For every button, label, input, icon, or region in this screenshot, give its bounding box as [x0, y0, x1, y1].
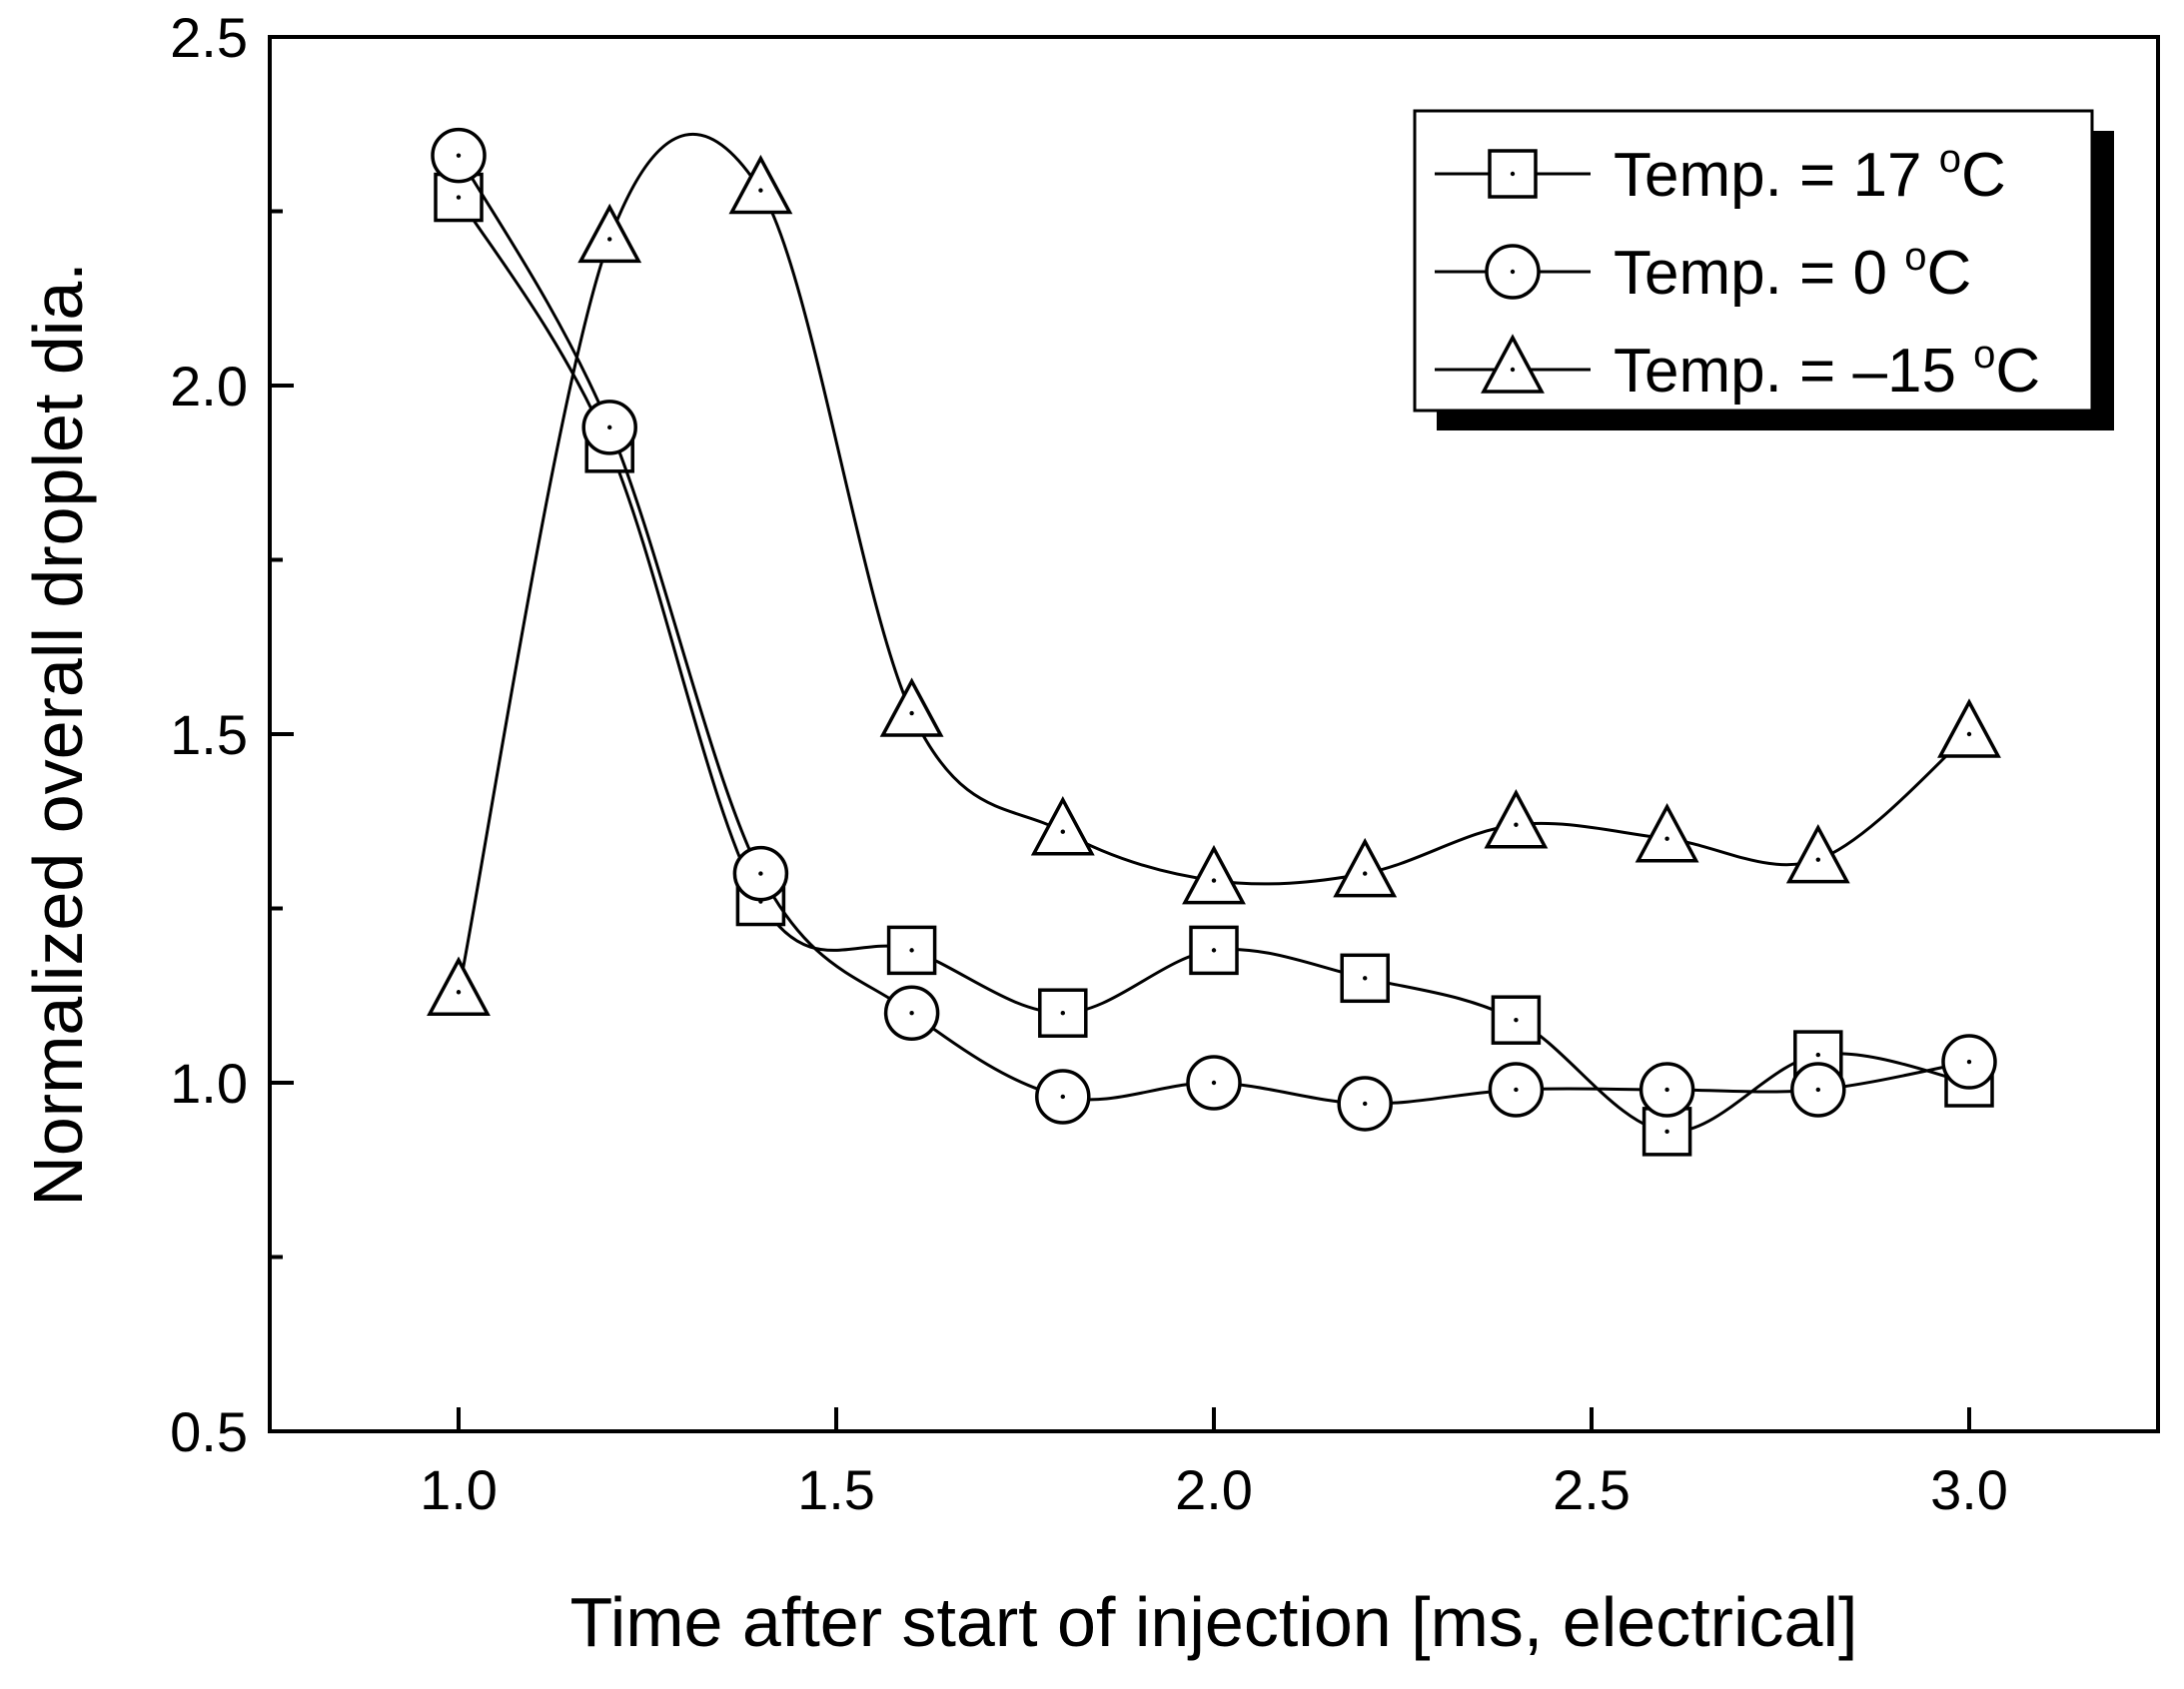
data-point-square-center-dot: [456, 195, 462, 200]
x-tick-label: 2.0: [1175, 1458, 1253, 1521]
y-axis-title: Normalized overall droplet dia.: [19, 262, 97, 1206]
y-tick-label: 1.0: [170, 1052, 248, 1115]
legend-marker-circle-center-dot: [1510, 269, 1516, 275]
data-point-triangle-center-dot: [1060, 829, 1066, 834]
legend-marker-triangle: [1481, 334, 1545, 394]
legend-entry-square: Temp. = 17 oC: [1435, 137, 2006, 210]
x-tick-label: 3.0: [1930, 1458, 2008, 1521]
degree-symbol: o: [1939, 137, 1961, 181]
legend-marker-triangle-center-dot: [1510, 367, 1516, 373]
data-point-triangle-center-dot: [1363, 871, 1368, 876]
data-point-triangle: [879, 677, 944, 737]
x-axis-title: Time after start of injection [ms, elect…: [570, 1583, 1858, 1661]
data-point-square-center-dot: [909, 948, 914, 953]
series-circle: [431, 127, 1997, 1132]
data-point-triangle-center-dot: [456, 990, 462, 995]
legend-entry-circle: Temp. = 0 oC: [1435, 235, 1971, 308]
legend-unit: C: [1926, 239, 1971, 308]
legend-entry-triangle: Temp. = –15 oC: [1435, 333, 2040, 406]
data-point-circle-center-dot: [758, 871, 763, 876]
legend-label-text: Temp. = 17: [1614, 141, 1939, 210]
data-point-circle-center-dot: [456, 153, 462, 158]
data-point-square-center-dot: [1211, 948, 1217, 953]
data-point-triangle: [1030, 796, 1095, 856]
degree-symbol: o: [1973, 333, 1995, 377]
legend-label-text: Temp. = –15: [1614, 337, 1973, 406]
legend-marker-square-center-dot: [1510, 171, 1516, 177]
series-layer: [427, 127, 2001, 1157]
y-tick-label: 2.5: [170, 6, 248, 69]
legend-unit: C: [1961, 141, 2006, 210]
data-point-circle-center-dot: [1211, 1080, 1217, 1086]
data-point-circle-center-dot: [607, 424, 612, 430]
data-point-triangle-center-dot: [758, 188, 763, 193]
data-point-triangle: [427, 956, 491, 1017]
data-point-square-center-dot: [1815, 1052, 1821, 1058]
data-point-triangle-center-dot: [1514, 822, 1519, 827]
data-point-circle-center-dot: [1664, 1087, 1669, 1093]
legend-label: Temp. = –15 oC: [1614, 333, 2040, 406]
data-point-triangle: [577, 203, 642, 264]
data-point-triangle: [728, 154, 793, 215]
data-point-triangle: [1937, 698, 2001, 758]
data-point-circle-center-dot: [1815, 1087, 1821, 1093]
degree-symbol: o: [1904, 235, 1926, 279]
y-tick-label: 0.5: [170, 1400, 248, 1463]
data-point-triangle-center-dot: [607, 237, 612, 242]
series-triangle: [427, 132, 2001, 1017]
data-point-circle-center-dot: [1966, 1059, 1972, 1065]
data-point-triangle: [1182, 844, 1246, 905]
data-point-triangle-center-dot: [1664, 836, 1669, 841]
x-tick-label: 1.0: [420, 1458, 498, 1521]
data-point-triangle-center-dot: [909, 710, 914, 716]
data-point-circle-center-dot: [909, 1011, 914, 1016]
data-point-square-center-dot: [1514, 1017, 1519, 1023]
legend-label: Temp. = 17 oC: [1614, 137, 2006, 210]
data-point-triangle-center-dot: [1966, 731, 1972, 737]
y-tick-label: 1.5: [170, 703, 248, 766]
data-point-square: [1340, 953, 1390, 1004]
data-point-circle-center-dot: [1060, 1094, 1066, 1100]
data-point-triangle: [1484, 789, 1549, 849]
data-point-triangle-center-dot: [1211, 878, 1217, 883]
x-tick-label: 1.5: [797, 1458, 875, 1521]
data-point-square-center-dot: [1664, 1129, 1669, 1135]
y-tick-label: 2.0: [170, 355, 248, 418]
data-point-circle-center-dot: [1363, 1101, 1368, 1107]
data-point-triangle-center-dot: [1815, 857, 1821, 862]
data-point-triangle: [1785, 823, 1850, 884]
legend-label-text: Temp. = 0: [1614, 239, 1904, 308]
data-point-square-center-dot: [1363, 976, 1368, 981]
x-tick-label: 2.5: [1553, 1458, 1631, 1521]
data-point-circle-center-dot: [1514, 1087, 1519, 1093]
legend-unit: C: [1995, 337, 2040, 406]
data-point-triangle: [1635, 803, 1699, 863]
axes-layer: 1.0 1.5 2.0 2.5 3.0 0.5 1.0 1.5 2.0 2.5: [170, 6, 2008, 1521]
legend-label: Temp. = 0 oC: [1614, 235, 1971, 308]
data-point-triangle: [1333, 837, 1398, 898]
data-point-square-center-dot: [1060, 1011, 1066, 1016]
